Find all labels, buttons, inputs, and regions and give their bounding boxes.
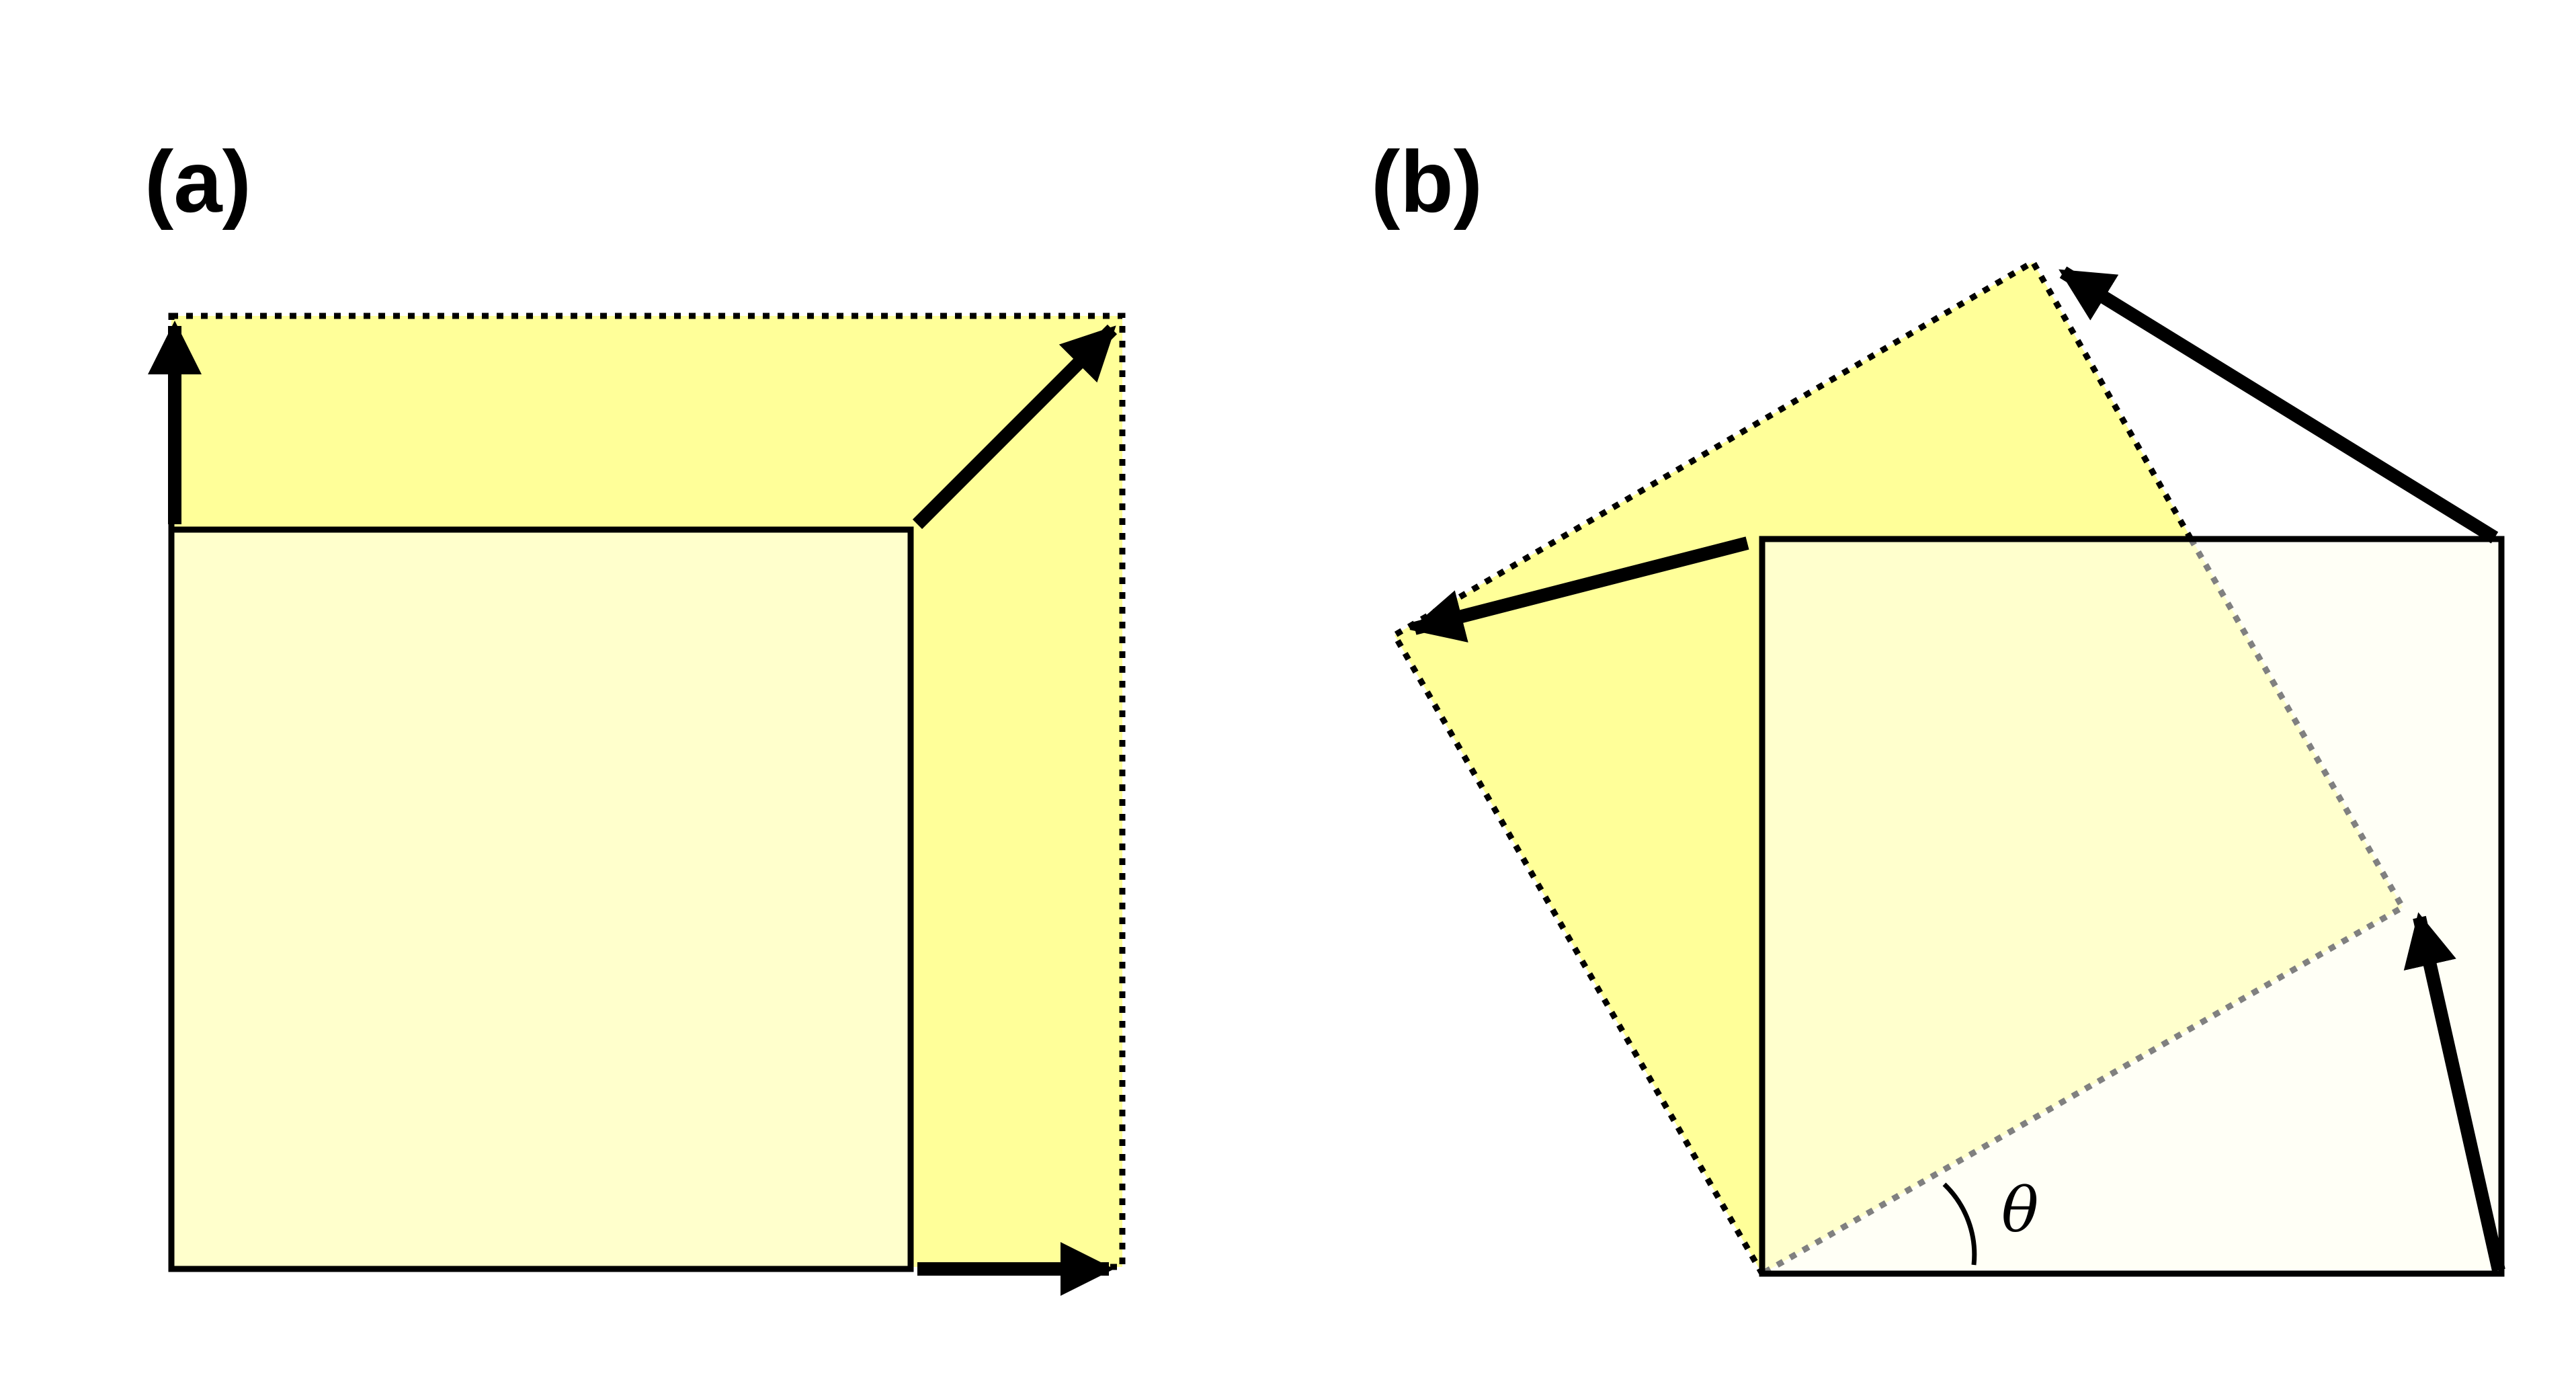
- arrow-top-right-corner: [2059, 266, 2499, 544]
- original-square-outline: [1759, 536, 2505, 1277]
- original-square-b: [1762, 539, 2501, 1274]
- arrow-diagonal-top-right: [912, 324, 1118, 530]
- arrow-bottom-right-corner: [2403, 912, 2505, 1272]
- panel-a-label: (a): [144, 132, 251, 231]
- original-square-a: [168, 526, 914, 1272]
- angle-arc: [1942, 1182, 1977, 1266]
- panel-a: (a): [144, 132, 1126, 1296]
- angle-theta-label: θ: [2001, 1174, 2038, 1246]
- panel-b: (b) θ: [1371, 132, 2505, 1277]
- panel-b-label: (b): [1371, 132, 1483, 231]
- arrow-top-left-corner: [1409, 536, 1749, 643]
